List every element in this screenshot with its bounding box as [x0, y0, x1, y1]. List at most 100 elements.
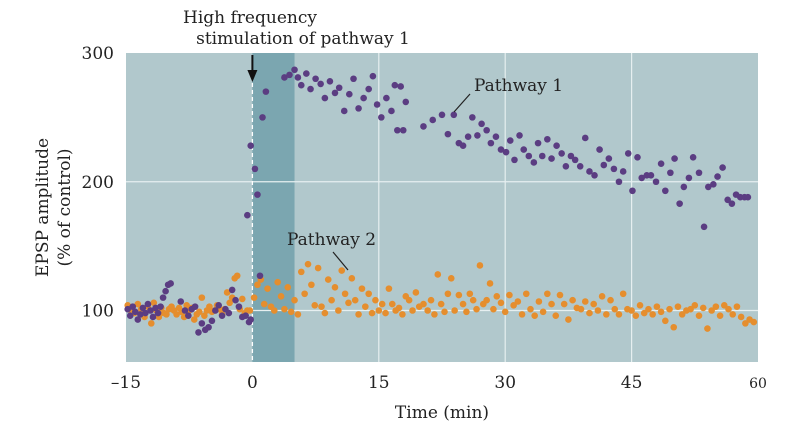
pathway-1-point [474, 132, 481, 139]
pathway-1-point [700, 223, 708, 231]
pathway-1-point [685, 174, 693, 182]
pathway-2-point [304, 260, 312, 268]
pathway-1-point [728, 200, 736, 207]
pathway-1-point [177, 298, 185, 305]
pathway-2-point [666, 305, 673, 313]
pathway-2-point [607, 296, 614, 304]
pathway-1-point [459, 142, 467, 149]
pathway-1-point [657, 160, 665, 168]
pathway-1-point [530, 159, 538, 166]
pathway-2-point [358, 285, 366, 292]
pathway-2-point [678, 311, 686, 318]
pathway-2-point [297, 268, 305, 276]
pathway-2-point [737, 313, 745, 321]
pathway-1-point [185, 312, 192, 319]
pathway-2-point [314, 264, 322, 272]
pathway-1-point [492, 133, 500, 140]
pathway-1-point [444, 130, 452, 138]
pathway-1-point [134, 316, 142, 323]
pathway-2-point [493, 293, 501, 300]
pathway-1-point [516, 132, 523, 139]
pathway-2-point [233, 272, 241, 280]
pathway-1-point [619, 168, 627, 175]
pathway-1-point [350, 75, 357, 83]
pathway-2-point [527, 305, 534, 313]
pathway-1-point [534, 139, 542, 147]
pathway-1-point [378, 114, 385, 121]
pathway-1-point [464, 133, 472, 140]
pathway-2-point [395, 304, 403, 312]
pathway-1-point [567, 152, 575, 160]
pathway-1-point [331, 89, 339, 97]
pathway-1-point [548, 155, 555, 162]
pathway-1-leader-line [453, 93, 471, 113]
pathway-1-point [124, 305, 131, 313]
pathway-1-point [544, 135, 551, 143]
pathway-1-point [256, 272, 264, 280]
x-tick-label: 15 [368, 373, 390, 393]
pathway-2-point [486, 280, 494, 287]
pathway-2-point [183, 302, 190, 309]
stimulation-label-line2: stimulation of pathway 1 [196, 29, 410, 49]
pathway-2-point [556, 291, 564, 299]
pathway-2-point [662, 317, 669, 325]
pathway-2-point [674, 303, 682, 310]
pathway-2-point [586, 309, 593, 317]
pathway-1-point [506, 137, 514, 144]
pathway-2-point [733, 303, 741, 310]
pathway-2-point [318, 303, 325, 310]
pathway-2-point [190, 316, 198, 323]
pathway-1-point [662, 187, 669, 195]
pathway-1-point [247, 316, 255, 323]
pathway-2-label: Pathway 2 [287, 230, 376, 250]
pathway-1-point [259, 114, 266, 121]
pathway-1-point [695, 169, 703, 177]
pathway-1-point [159, 294, 167, 301]
pathway-2-point [590, 300, 597, 308]
pathway-1-point [142, 309, 149, 317]
pathway-2-point [412, 289, 420, 296]
pathway-2-point [254, 281, 261, 289]
pathway-1-point [162, 287, 169, 295]
pathway-2-point [335, 307, 342, 314]
pathway-2-point [565, 316, 572, 323]
pathway-2-point [201, 312, 208, 319]
pathway-2-point [473, 305, 480, 313]
pathway-1-point [438, 111, 446, 119]
pathway-2-point [704, 325, 711, 332]
pathway-2-point [150, 299, 158, 307]
pathway-1-point [610, 165, 618, 173]
stimulation-label-line1: High frequency [183, 8, 317, 28]
stimulation-arrow-head [247, 70, 258, 82]
pathway-2-point [196, 308, 203, 316]
pathway-2-point [250, 294, 258, 301]
pathway-2-point [552, 312, 560, 319]
pathway-2-point [294, 311, 302, 318]
pathway-1-point [469, 114, 476, 121]
y-axis-ticks: 100 200 300 [82, 44, 114, 322]
pathway-2-point [742, 320, 749, 327]
pathway-2-point [223, 289, 231, 296]
pathway-1-point [254, 191, 261, 198]
pathway-2-point [291, 296, 298, 304]
pathway-1-point [262, 88, 270, 95]
pathway-2-point [260, 300, 268, 308]
pathway-1-point [383, 94, 390, 102]
pathway-1-point [689, 153, 697, 161]
pathway-1-point [181, 307, 189, 314]
pathway-1-point [397, 83, 405, 90]
pathway-2-point [514, 298, 522, 305]
pathway-2-point [447, 275, 455, 282]
pathway-2-point [437, 300, 445, 308]
pathway-2-point [712, 303, 720, 310]
pathway-2-point [451, 307, 458, 314]
pathway-2-point [163, 311, 170, 318]
pathway-1-point [228, 286, 236, 294]
pathway-1-point [586, 168, 593, 175]
x-tick-label: –15 [111, 373, 141, 393]
pathway-2-point [459, 300, 467, 308]
pathway-1-point [591, 172, 598, 179]
pathway-2-point [628, 307, 635, 314]
